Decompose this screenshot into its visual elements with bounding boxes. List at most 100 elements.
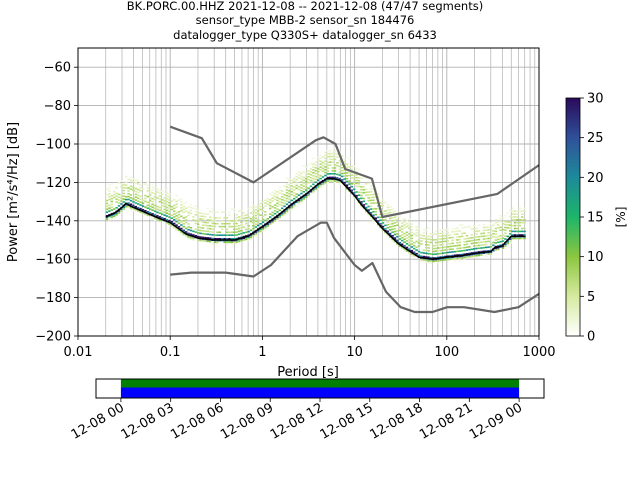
density-cell bbox=[307, 194, 310, 197]
density-cell bbox=[187, 211, 190, 214]
density-cell bbox=[264, 211, 267, 213]
density-cell bbox=[453, 245, 457, 247]
density-cell bbox=[204, 236, 207, 239]
density-cell bbox=[329, 152, 332, 155]
density-cell bbox=[355, 174, 358, 176]
density-cell bbox=[223, 222, 226, 225]
density-cell bbox=[134, 193, 137, 196]
density-cell bbox=[427, 250, 430, 252]
density-cell bbox=[290, 188, 293, 190]
density-cell bbox=[276, 218, 279, 220]
y-tick-label: −120 bbox=[35, 176, 71, 191]
density-cell bbox=[120, 208, 123, 211]
density-cell bbox=[494, 242, 497, 244]
density-cell bbox=[163, 205, 166, 208]
density-cell bbox=[307, 178, 310, 181]
density-cell bbox=[415, 252, 418, 255]
density-cell bbox=[192, 239, 195, 241]
density-cell bbox=[278, 198, 281, 200]
density-cell bbox=[348, 187, 351, 189]
colorbar-label: [%] bbox=[614, 207, 628, 228]
density-cell bbox=[377, 220, 380, 222]
density-cell bbox=[326, 170, 329, 172]
density-cell bbox=[230, 243, 233, 245]
density-cell bbox=[353, 177, 356, 179]
density-cell bbox=[283, 212, 286, 215]
density-cell bbox=[317, 184, 320, 187]
density-cell bbox=[465, 253, 469, 255]
density-cell bbox=[393, 210, 397, 213]
density-cell bbox=[403, 241, 406, 243]
density-cell bbox=[518, 207, 521, 210]
density-cell bbox=[324, 154, 327, 157]
density-cell bbox=[441, 256, 445, 258]
y-axis-ticks: −60−80−100−120−140−160−180−200 bbox=[35, 61, 78, 345]
colorbar-gradient bbox=[565, 97, 581, 337]
density-cell bbox=[384, 231, 387, 234]
y-tick-label: −200 bbox=[35, 330, 71, 345]
density-cell bbox=[427, 241, 430, 243]
density-cell bbox=[139, 187, 142, 189]
density-cell bbox=[189, 229, 193, 232]
density-cell bbox=[182, 220, 185, 222]
density-cell bbox=[225, 217, 229, 219]
density-cell bbox=[374, 210, 377, 213]
density-cell bbox=[319, 169, 322, 171]
density-cell bbox=[401, 228, 404, 230]
density-cell bbox=[307, 170, 310, 172]
density-cell bbox=[206, 240, 209, 243]
density-cell bbox=[290, 199, 293, 202]
density-cell bbox=[439, 235, 442, 237]
density-cell bbox=[446, 240, 449, 242]
density-cell bbox=[134, 187, 137, 190]
density-cell bbox=[206, 227, 209, 230]
density-cell bbox=[511, 237, 514, 240]
density-cell bbox=[338, 183, 341, 185]
noise-model-low-line bbox=[170, 221, 540, 314]
density-cell bbox=[233, 238, 236, 240]
density-cell bbox=[165, 212, 169, 214]
density-cell bbox=[125, 181, 128, 184]
density-cell bbox=[146, 195, 149, 198]
density-cell bbox=[290, 204, 293, 207]
density-cell bbox=[461, 235, 464, 238]
density-cell bbox=[281, 212, 284, 215]
density-cell bbox=[175, 206, 178, 208]
density-cell bbox=[156, 188, 159, 190]
density-cell bbox=[453, 254, 457, 257]
density-cell bbox=[492, 235, 495, 238]
density-cell bbox=[122, 198, 125, 200]
density-cell bbox=[288, 190, 291, 192]
density-cell bbox=[372, 208, 375, 210]
density-cell bbox=[396, 239, 399, 242]
density-cell bbox=[221, 222, 224, 225]
density-cell bbox=[449, 245, 452, 248]
density-cell bbox=[235, 222, 238, 225]
density-cell bbox=[302, 165, 305, 167]
density-cell bbox=[240, 224, 243, 226]
density-cell bbox=[146, 214, 149, 217]
density-cell bbox=[312, 190, 315, 193]
density-cell bbox=[257, 224, 260, 227]
density-cell bbox=[249, 220, 253, 223]
density-cell bbox=[338, 174, 341, 176]
density-cell bbox=[477, 241, 481, 244]
density-cell bbox=[137, 194, 140, 197]
density-cell bbox=[245, 236, 248, 239]
density-cell bbox=[165, 206, 169, 209]
density-cell bbox=[132, 204, 135, 207]
density-cell bbox=[149, 208, 152, 210]
density-cell bbox=[185, 216, 188, 218]
density-cell bbox=[473, 256, 476, 259]
density-cell bbox=[374, 217, 377, 219]
density-cell bbox=[461, 227, 464, 229]
density-cell bbox=[432, 250, 435, 253]
y-axis-label: Power [m²/s⁴/Hz] [dB] bbox=[6, 122, 21, 262]
density-cell bbox=[158, 219, 161, 222]
density-cell bbox=[254, 233, 257, 235]
density-cell bbox=[324, 174, 327, 177]
density-cell bbox=[161, 201, 164, 204]
density-cell bbox=[247, 230, 250, 233]
x-tick-label: 1000 bbox=[522, 345, 555, 360]
